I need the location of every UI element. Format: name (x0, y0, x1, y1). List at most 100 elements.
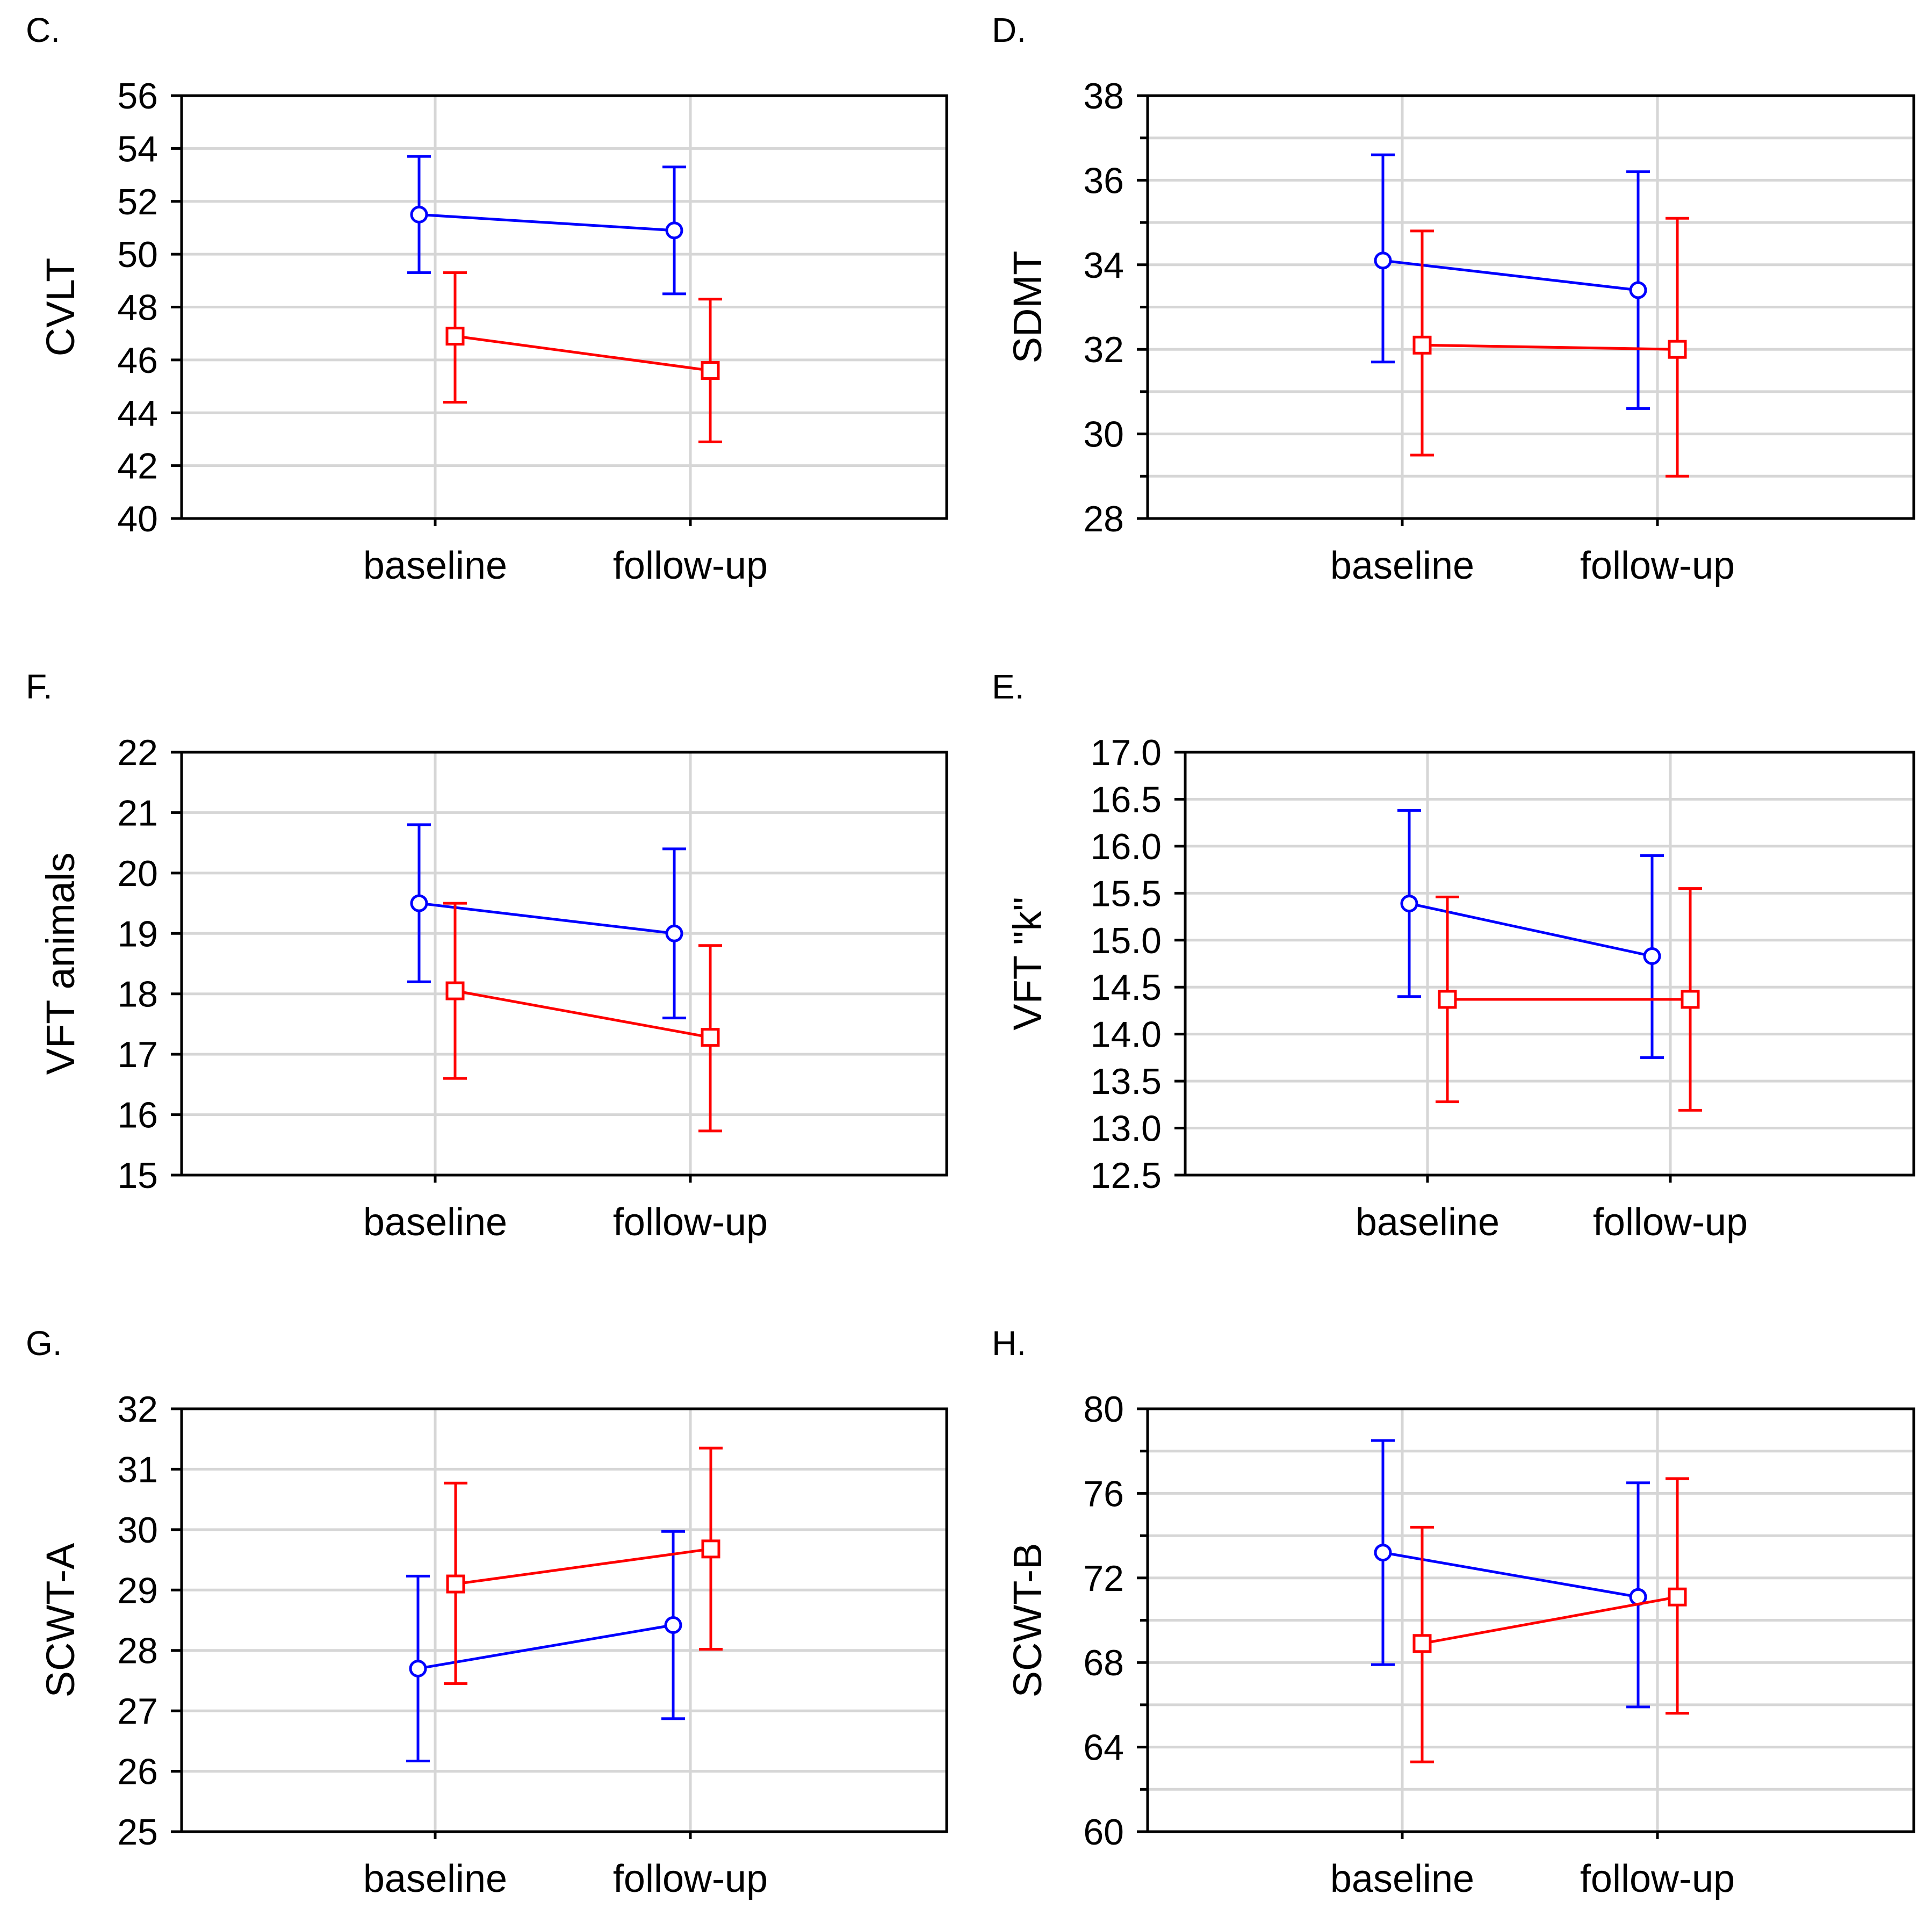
y-axis-title: CVLT (38, 258, 83, 357)
y-tick-label: 50 (117, 234, 158, 275)
data-point-square (1668, 1587, 1687, 1607)
y-tick-label: 15 (117, 1155, 158, 1196)
series-red-square (444, 1446, 723, 1686)
x-category-label: follow-up (613, 1857, 768, 1900)
data-point-circle (409, 1659, 427, 1677)
data-point-square (446, 1574, 465, 1594)
data-point-circle (665, 924, 683, 942)
y-tick-label: 60 (1083, 1812, 1124, 1853)
series-line (455, 1547, 711, 1586)
y-tick-label: 20 (117, 853, 158, 894)
panel-d: D. 28 30 32 34 36 38 baseline follow-up SDMT (992, 11, 1915, 587)
y-axis-title: SCWT-A (38, 1543, 83, 1697)
panel-label: E. (992, 667, 1024, 706)
series-line (419, 213, 675, 232)
series-blue-circle (1371, 153, 1650, 410)
series-blue-circle (406, 1530, 685, 1762)
y-tick-label: 16 (117, 1095, 158, 1136)
series-blue-circle (1397, 809, 1664, 1059)
data-point-circle (1629, 281, 1647, 299)
data-point-square (1681, 990, 1700, 1009)
series-line (419, 902, 675, 935)
y-tick-label: 68 (1083, 1643, 1124, 1683)
plot-frame (180, 1407, 948, 1833)
panel-label: C. (26, 11, 60, 49)
panel-g: G. 25 26 27 28 29 30 31 32 baseline follow-up SCWT-… (26, 1324, 948, 1900)
series-line (1422, 343, 1678, 351)
x-category-label: follow-up (613, 1201, 768, 1244)
y-tick-label: 16.5 (1091, 779, 1162, 820)
series-line (1382, 259, 1639, 292)
y-tick-label: 76 (1083, 1473, 1124, 1514)
data-point-circle (410, 205, 428, 224)
y-tick-label: 29 (117, 1570, 158, 1611)
y-tick-label: 32 (117, 1389, 158, 1430)
y-axis-title: VFT "k" (1005, 897, 1050, 1031)
series-blue-circle (407, 823, 686, 1020)
x-category-label: follow-up (1580, 544, 1735, 587)
y-axis-title: SCWT-B (1005, 1543, 1050, 1698)
data-point-square (701, 1028, 720, 1047)
y-tick-label: 36 (1083, 160, 1124, 201)
x-category-label: baseline (1356, 1201, 1500, 1244)
panel-label: F. (26, 667, 53, 706)
x-category-label: baseline (1330, 544, 1474, 587)
y-tick-label: 48 (117, 287, 158, 328)
data-point-square (1412, 335, 1432, 355)
y-tick-label: 64 (1083, 1727, 1124, 1768)
panel-label: D. (992, 11, 1026, 49)
y-tick-label: 17 (117, 1034, 158, 1075)
x-category-label: baseline (363, 1201, 507, 1244)
data-point-circle (1643, 947, 1661, 966)
data-point-square (701, 1539, 720, 1559)
y-tick-label: 80 (1083, 1389, 1124, 1430)
y-tick-label: 19 (117, 913, 158, 954)
y-tick-label: 38 (1083, 76, 1124, 117)
y-tick-label: 31 (117, 1449, 158, 1490)
x-category-label: follow-up (1593, 1201, 1748, 1244)
y-tick-label: 14.5 (1091, 967, 1162, 1008)
y-tick-label: 54 (117, 128, 158, 169)
y-tick-label: 22 (117, 732, 158, 773)
y-tick-label: 28 (117, 1631, 158, 1672)
y-tick-label: 46 (117, 340, 158, 381)
series-line (455, 335, 711, 372)
data-point-circle (1400, 895, 1418, 913)
y-tick-label: 13.5 (1091, 1061, 1162, 1102)
y-tick-label: 14.0 (1091, 1014, 1162, 1055)
x-category-label: follow-up (1580, 1857, 1735, 1900)
y-axis-title: SDMT (1005, 251, 1050, 364)
series-line (1409, 902, 1653, 957)
data-point-circle (1374, 251, 1392, 270)
y-tick-label: 30 (1083, 414, 1124, 455)
series-blue-circle (1371, 1439, 1650, 1709)
series-blue-circle (407, 155, 686, 296)
y-tick-label: 21 (117, 793, 158, 833)
y-tick-label: 44 (117, 393, 158, 434)
y-tick-label: 42 (117, 446, 158, 487)
y-tick-label: 18 (117, 974, 158, 1015)
x-category-label: baseline (1330, 1857, 1474, 1900)
y-tick-label: 17.0 (1091, 732, 1162, 773)
y-tick-label: 32 (1083, 329, 1124, 370)
y-tick-label: 25 (117, 1812, 158, 1853)
panel-f: F. 15 16 17 18 19 20 21 22 baseline follow-up VFT a… (26, 667, 948, 1244)
data-point-circle (664, 1616, 682, 1634)
series-red-square (1410, 1477, 1689, 1763)
y-tick-label: 12.5 (1091, 1155, 1162, 1196)
data-point-square (701, 361, 720, 380)
y-tick-label: 30 (117, 1510, 158, 1551)
plot-frame (1184, 751, 1915, 1177)
data-point-circle (665, 221, 683, 240)
x-category-label: baseline (363, 544, 507, 587)
y-tick-label: 15.0 (1091, 920, 1162, 961)
series-red-square (1436, 887, 1702, 1112)
series-line (1422, 1595, 1678, 1645)
panel-h: H. 60 64 68 72 76 80 baseline follow-up SCWT-B (992, 1324, 1915, 1900)
series-red-square (1410, 217, 1689, 478)
panel-c: C. 40 42 44 46 48 50 52 54 56 baseline follow-up CVL… (26, 11, 948, 587)
data-point-circle (1374, 1544, 1392, 1562)
data-point-square (445, 981, 465, 1000)
panel-label: G. (26, 1324, 62, 1363)
